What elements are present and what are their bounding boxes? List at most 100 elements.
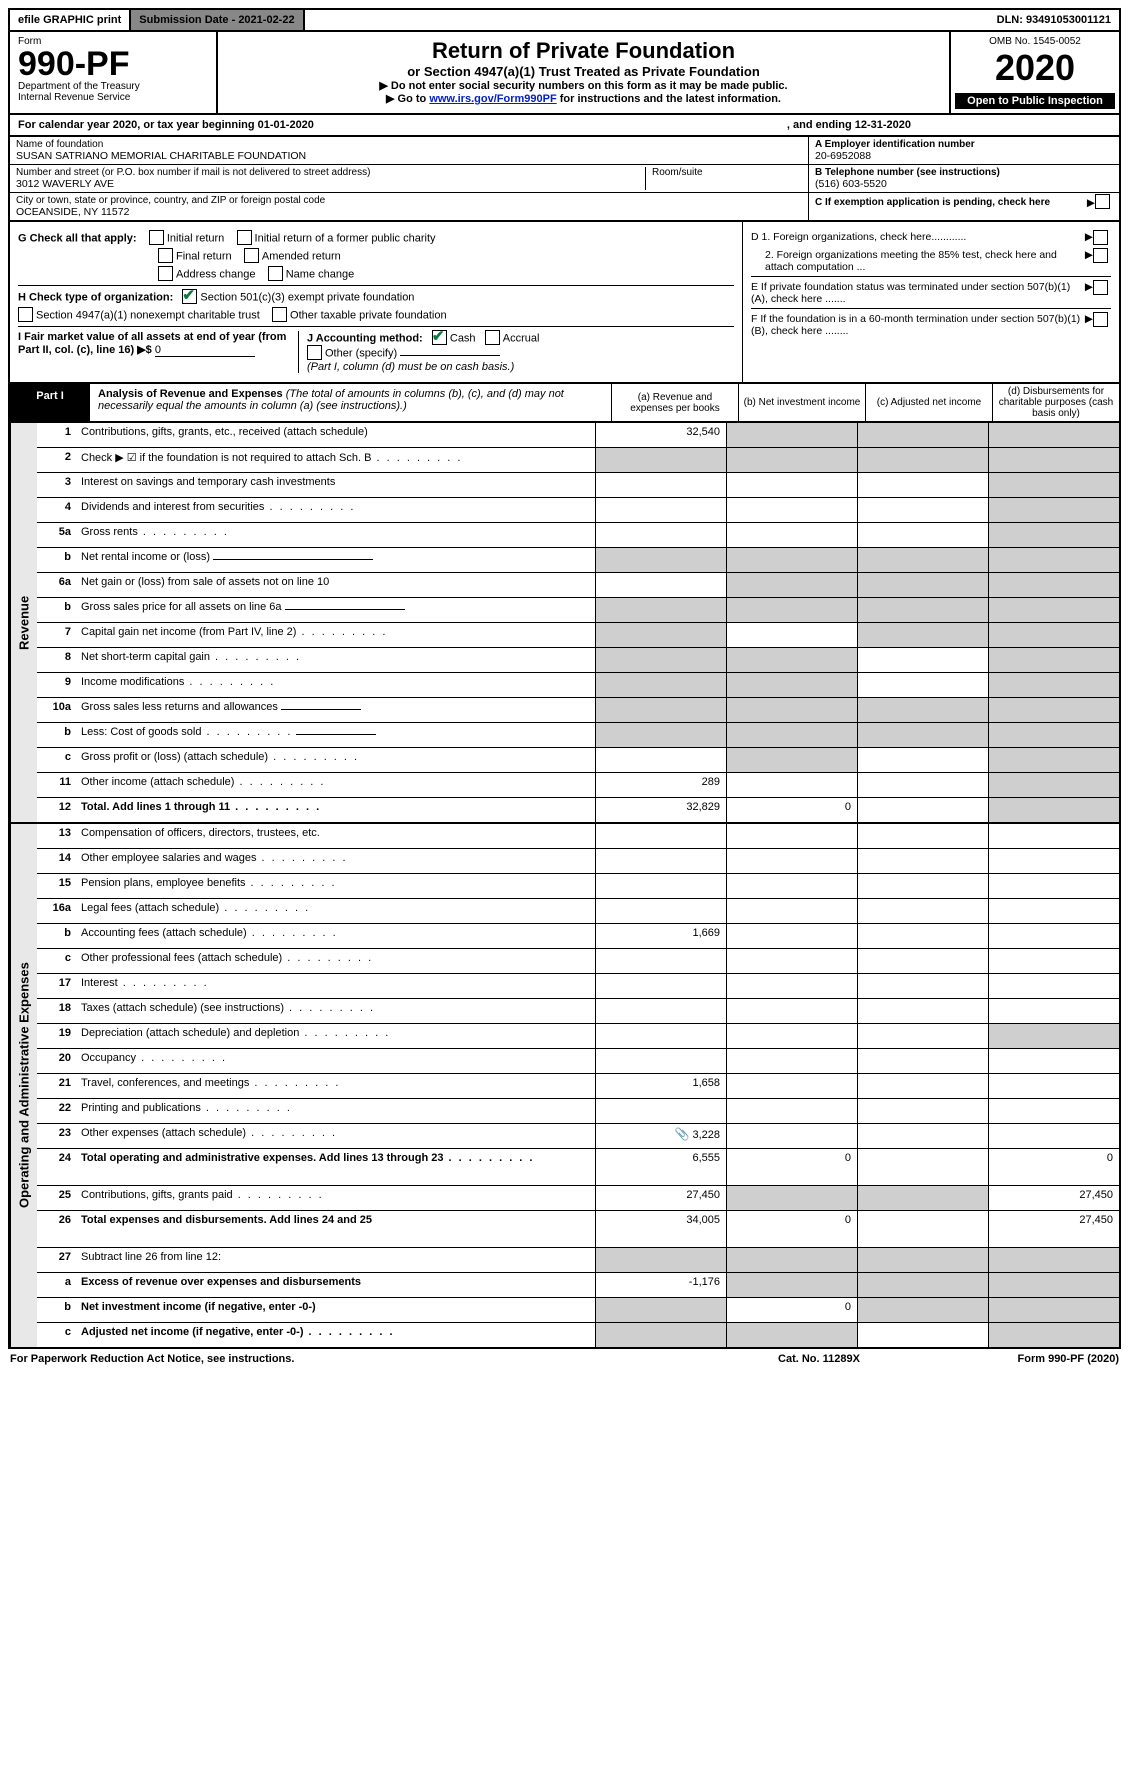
instruction-1: ▶ Do not enter social security numbers o… (224, 79, 943, 92)
g-row3: Address change Name change (18, 267, 734, 282)
g-row: G Check all that apply: Initial return I… (18, 231, 734, 246)
footer-center: Cat. No. 11289X (719, 1353, 919, 1365)
street-cell: Number and street (or P.O. box number if… (10, 165, 808, 193)
table-row: 12Total. Add lines 1 through 1132,8290 (37, 797, 1119, 822)
cb-amended[interactable] (244, 248, 259, 263)
table-row: 25Contributions, gifts, grants paid27,45… (37, 1185, 1119, 1210)
table-row: 27Subtract line 26 from line 12: (37, 1247, 1119, 1272)
r7-desc: Capital gain net income (from Part IV, l… (81, 626, 296, 638)
col-a: (a) Revenue and expenses per books (611, 384, 738, 421)
cb-d1[interactable] (1093, 230, 1108, 245)
table-row: 21Travel, conferences, and meetings1,658 (37, 1073, 1119, 1098)
open-public-badge: Open to Public Inspection (955, 93, 1115, 109)
table-row: 6aNet gain or (loss) from sale of assets… (37, 572, 1119, 597)
phone-value: (516) 603-5520 (815, 178, 1113, 190)
f-label: F If the foundation is in a 60-month ter… (751, 313, 1085, 337)
header-left: Form 990-PF Department of the Treasury I… (10, 32, 218, 113)
cb-cash[interactable] (432, 330, 447, 345)
cb-initial[interactable] (149, 230, 164, 245)
r9-desc: Income modifications (81, 676, 184, 688)
cb-accrual[interactable] (485, 330, 500, 345)
footer-left: For Paperwork Reduction Act Notice, see … (10, 1353, 719, 1365)
lbl-address: Address change (176, 268, 256, 280)
exemption-checkbox[interactable] (1095, 194, 1110, 209)
cb-d2[interactable] (1093, 248, 1108, 263)
cb-4947[interactable] (18, 307, 33, 322)
cb-final[interactable] (158, 248, 173, 263)
foundation-name: SUSAN SATRIANO MEMORIAL CHARITABLE FOUND… (16, 150, 802, 162)
table-row: 20Occupancy (37, 1048, 1119, 1073)
form-subtitle: or Section 4947(a)(1) Trust Treated as P… (224, 64, 943, 79)
lbl-initial: Initial return (167, 232, 224, 244)
e-label: E If private foundation status was termi… (751, 281, 1085, 305)
omb-label: OMB No. 1545-0052 (955, 36, 1115, 47)
attachment-icon[interactable]: 📎 (674, 1127, 689, 1141)
lbl-501c3: Section 501(c)(3) exempt private foundat… (200, 291, 414, 303)
e-row: E If private foundation status was termi… (751, 276, 1111, 305)
table-row: 13Compensation of officers, directors, t… (37, 824, 1119, 848)
form-header: Form 990-PF Department of the Treasury I… (8, 32, 1121, 115)
h-label: H Check type of organization: (18, 291, 173, 303)
r27c-desc: Adjusted net income (if negative, enter … (81, 1326, 303, 1338)
table-row: 15Pension plans, employee benefits (37, 873, 1119, 898)
table-row: 5aGross rents (37, 522, 1119, 547)
calendar-row: For calendar year 2020, or tax year begi… (8, 115, 1121, 137)
lbl-other-method: Other (specify) (325, 347, 397, 359)
header-center: Return of Private Foundation or Section … (218, 32, 949, 113)
cb-other-tax[interactable] (272, 307, 287, 322)
top-bar: efile GRAPHIC print Submission Date - 20… (8, 8, 1121, 32)
other-specify[interactable] (400, 355, 500, 356)
cb-initial-former[interactable] (237, 230, 252, 245)
part1-desc: Analysis of Revenue and Expenses (The to… (90, 384, 611, 421)
table-row: 24Total operating and administrative exp… (37, 1148, 1119, 1185)
identification-block: Name of foundation SUSAN SATRIANO MEMORI… (8, 137, 1121, 222)
irs-link[interactable]: www.irs.gov/Form990PF (429, 93, 556, 105)
cal-pre: For calendar year 2020, or tax year begi… (18, 119, 314, 131)
r25-desc: Contributions, gifts, grants paid (81, 1189, 233, 1201)
table-row: 19Depreciation (attach schedule) and dep… (37, 1023, 1119, 1048)
r16c-desc: Other professional fees (attach schedule… (81, 952, 282, 964)
cb-e[interactable] (1093, 280, 1108, 295)
city-cell: City or town, state or province, country… (10, 193, 808, 220)
lbl-cash: Cash (450, 332, 476, 344)
lbl-amended: Amended return (262, 250, 341, 262)
d1-label: D 1. Foreign organizations, check here..… (751, 231, 1085, 246)
submission-date: Submission Date - 2021-02-22 (131, 10, 304, 30)
table-row: 17Interest (37, 973, 1119, 998)
cb-other-method[interactable] (307, 345, 322, 360)
table-row: cGross profit or (loss) (attach schedule… (37, 747, 1119, 772)
inst2-post: for instructions and the latest informat… (557, 93, 781, 105)
r23-desc: Other expenses (attach schedule) (81, 1127, 246, 1139)
name-label: Name of foundation (16, 139, 802, 150)
i-value: 0 (155, 344, 255, 357)
cb-namechange[interactable] (268, 266, 283, 281)
r15-desc: Pension plans, employee benefits (81, 877, 246, 889)
r11-desc: Other income (attach schedule) (81, 776, 234, 788)
cb-501c3[interactable] (182, 289, 197, 304)
r20-desc: Occupancy (81, 1052, 136, 1064)
r10a-desc: Gross sales less returns and allowances (81, 701, 278, 713)
col-c: (c) Adjusted net income (865, 384, 992, 421)
cb-f[interactable] (1093, 312, 1108, 327)
table-row: aExcess of revenue over expenses and dis… (37, 1272, 1119, 1297)
r21-desc: Travel, conferences, and meetings (81, 1077, 249, 1089)
name-cell: Name of foundation SUSAN SATRIANO MEMORI… (10, 137, 808, 165)
d2-row: 2. Foreign organizations meeting the 85%… (751, 249, 1111, 273)
inst2-pre: ▶ Go to (386, 93, 429, 105)
r8-desc: Net short-term capital gain (81, 651, 210, 663)
dln-label: DLN: 93491053001121 (989, 10, 1119, 30)
r2-desc: Check ▶ ☑ if the foundation is not requi… (81, 452, 371, 464)
r4-desc: Dividends and interest from securities (81, 501, 264, 513)
r22-desc: Printing and publications (81, 1102, 201, 1114)
table-row: 18Taxes (attach schedule) (see instructi… (37, 998, 1119, 1023)
side-expenses: Operating and Administrative Expenses (10, 824, 37, 1347)
table-row: bAccounting fees (attach schedule)1,669 (37, 923, 1119, 948)
lbl-accrual: Accrual (503, 332, 540, 344)
lbl-4947: Section 4947(a)(1) nonexempt charitable … (36, 309, 260, 321)
ij-row: I Fair market value of all assets at end… (18, 326, 734, 373)
cb-address[interactable] (158, 266, 173, 281)
r17-desc: Interest (81, 977, 118, 989)
g-row2: Final return Amended return (18, 249, 734, 264)
table-row: 7Capital gain net income (from Part IV, … (37, 622, 1119, 647)
checks-left: G Check all that apply: Initial return I… (10, 222, 742, 382)
